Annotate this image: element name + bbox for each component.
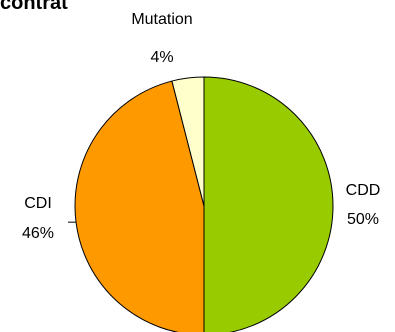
pie-slice-cdd xyxy=(203,76,334,332)
slice-label-cdd: CDD xyxy=(346,182,381,199)
pie-slice-cdi xyxy=(74,80,205,332)
slice-label-mutation: Mutation xyxy=(131,11,192,28)
slice-value-cdd: 50% xyxy=(347,211,379,228)
chart-title: contrat xyxy=(0,0,68,14)
slice-value-cdi: 46% xyxy=(22,225,54,242)
slice-value-mutation: 4% xyxy=(150,49,173,66)
pie-slices xyxy=(74,76,334,332)
pie-slice-mutation xyxy=(171,76,205,207)
slice-label-cdi: CDI xyxy=(24,195,52,212)
